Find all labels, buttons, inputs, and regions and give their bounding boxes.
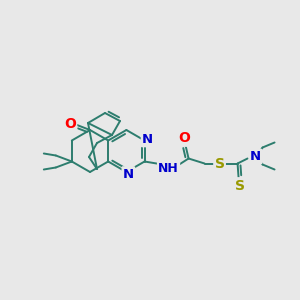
Text: NH: NH (158, 162, 179, 175)
Text: S: S (214, 157, 225, 170)
Text: O: O (178, 131, 190, 146)
Text: S: S (235, 178, 244, 193)
Text: N: N (250, 150, 261, 163)
Text: N: N (123, 167, 134, 181)
Text: N: N (142, 133, 153, 146)
Text: O: O (64, 117, 76, 131)
